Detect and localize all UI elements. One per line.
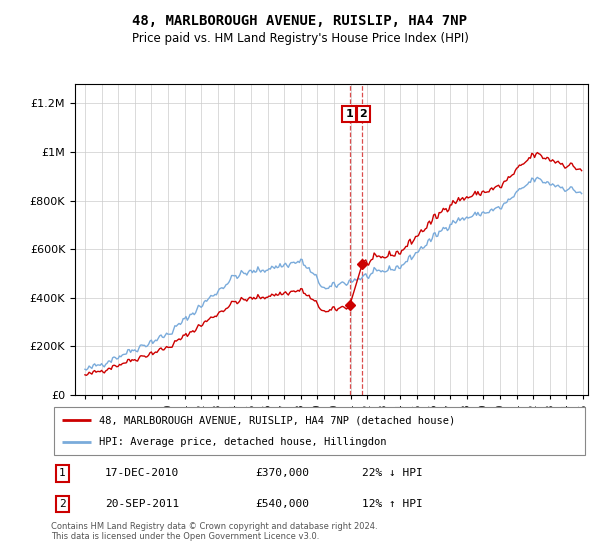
Text: 48, MARLBOROUGH AVENUE, RUISLIP, HA4 7NP (detached house): 48, MARLBOROUGH AVENUE, RUISLIP, HA4 7NP… xyxy=(100,415,455,425)
Text: 48, MARLBOROUGH AVENUE, RUISLIP, HA4 7NP: 48, MARLBOROUGH AVENUE, RUISLIP, HA4 7NP xyxy=(133,14,467,28)
Text: 2: 2 xyxy=(59,499,66,509)
FancyBboxPatch shape xyxy=(53,407,586,455)
Text: Price paid vs. HM Land Registry's House Price Index (HPI): Price paid vs. HM Land Registry's House … xyxy=(131,32,469,45)
Text: 22% ↓ HPI: 22% ↓ HPI xyxy=(362,468,423,478)
Text: 1: 1 xyxy=(345,109,353,119)
Text: 1: 1 xyxy=(59,468,66,478)
Text: 12% ↑ HPI: 12% ↑ HPI xyxy=(362,499,423,509)
Text: £370,000: £370,000 xyxy=(255,468,309,478)
Text: £540,000: £540,000 xyxy=(255,499,309,509)
Text: Contains HM Land Registry data © Crown copyright and database right 2024.
This d: Contains HM Land Registry data © Crown c… xyxy=(51,522,377,542)
Text: 20-SEP-2011: 20-SEP-2011 xyxy=(105,499,179,509)
Text: 17-DEC-2010: 17-DEC-2010 xyxy=(105,468,179,478)
Text: HPI: Average price, detached house, Hillingdon: HPI: Average price, detached house, Hill… xyxy=(100,437,387,447)
Text: 2: 2 xyxy=(359,109,367,119)
